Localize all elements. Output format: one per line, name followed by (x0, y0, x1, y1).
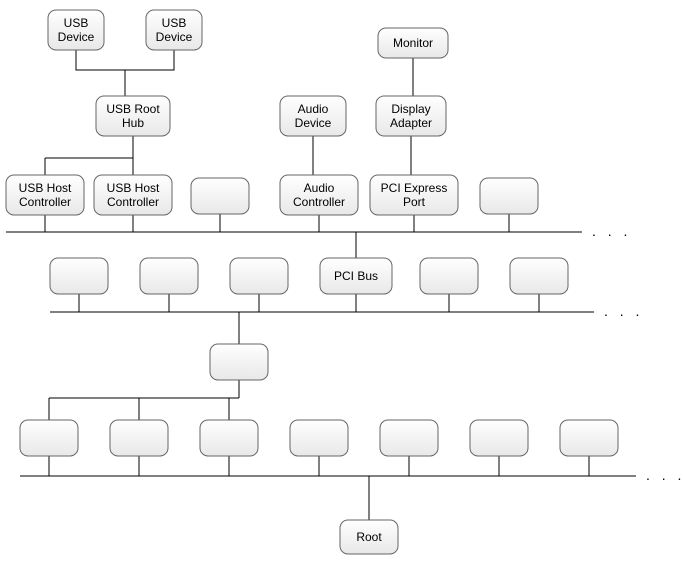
node-label: PCI Bus (334, 269, 378, 283)
node-audioctl: AudioController (280, 175, 358, 215)
node-box (20, 420, 78, 456)
ellipsis-icon: . . . (604, 303, 643, 319)
ellipsis-icon: . . . (646, 467, 683, 483)
node-r5f (470, 420, 528, 456)
node-label: Port (403, 195, 426, 209)
edge (76, 50, 174, 70)
node-box (380, 420, 438, 456)
node-r3f (510, 258, 568, 294)
node-audiodev: AudioDevice (280, 96, 346, 136)
node-box (50, 258, 108, 294)
node-box (140, 258, 198, 294)
node-label: Device (295, 116, 332, 130)
node-label: Audio (298, 102, 329, 116)
node-r2f (480, 178, 538, 214)
node-pcibus: PCI Bus (320, 258, 392, 294)
node-box (560, 420, 618, 456)
node-r3e (420, 258, 478, 294)
node-box (420, 258, 478, 294)
node-usbhost2: USB HostController (94, 175, 172, 215)
node-label: Controller (293, 195, 345, 209)
node-box (110, 420, 168, 456)
node-monitor: Monitor (378, 28, 448, 58)
node-label: USB Host (19, 181, 72, 195)
node-r5d (290, 420, 348, 456)
node-usbhost1: USB HostController (6, 175, 84, 215)
node-usbroot: USB RootHub (96, 96, 170, 136)
nodes-layer: USBDeviceUSBDeviceMonitorUSB RootHubAudi… (6, 10, 618, 554)
node-r4a (210, 344, 268, 380)
node-box (210, 344, 268, 380)
device-tree-diagram: USBDeviceUSBDeviceMonitorUSB RootHubAudi… (0, 0, 683, 580)
node-dispadpt: DisplayAdapter (376, 96, 446, 136)
node-r5g (560, 420, 618, 456)
node-r5e (380, 420, 438, 456)
node-usbdev1: USBDevice (48, 10, 104, 50)
ellipsis-icon: . . . (592, 223, 631, 239)
node-r3c (230, 258, 288, 294)
node-label: PCI Express (381, 181, 448, 195)
node-label: Controller (107, 195, 159, 209)
node-box (470, 420, 528, 456)
node-label: Hub (122, 116, 144, 130)
node-r3a (50, 258, 108, 294)
node-label: USB Host (107, 181, 160, 195)
node-label: Adapter (390, 116, 432, 130)
node-label: Device (156, 30, 193, 44)
node-usbdev2: USBDevice (146, 10, 202, 50)
node-pciexp: PCI ExpressPort (370, 175, 458, 215)
node-label: Display (391, 102, 430, 116)
node-box (200, 420, 258, 456)
node-label: USB (162, 16, 187, 30)
node-label: Audio (304, 181, 335, 195)
node-label: Root (356, 530, 382, 544)
node-r5c (200, 420, 258, 456)
node-root: Root (340, 520, 398, 554)
node-box (480, 178, 538, 214)
node-box (290, 420, 348, 456)
node-box (230, 258, 288, 294)
node-box (191, 178, 249, 214)
node-r2c (191, 178, 249, 214)
node-label: Controller (19, 195, 71, 209)
node-r5a (20, 420, 78, 456)
node-label: Device (58, 30, 95, 44)
node-label: USB Root (106, 102, 160, 116)
node-label: USB (64, 16, 89, 30)
node-label: Monitor (393, 36, 433, 50)
node-box (510, 258, 568, 294)
node-r5b (110, 420, 168, 456)
node-r3b (140, 258, 198, 294)
